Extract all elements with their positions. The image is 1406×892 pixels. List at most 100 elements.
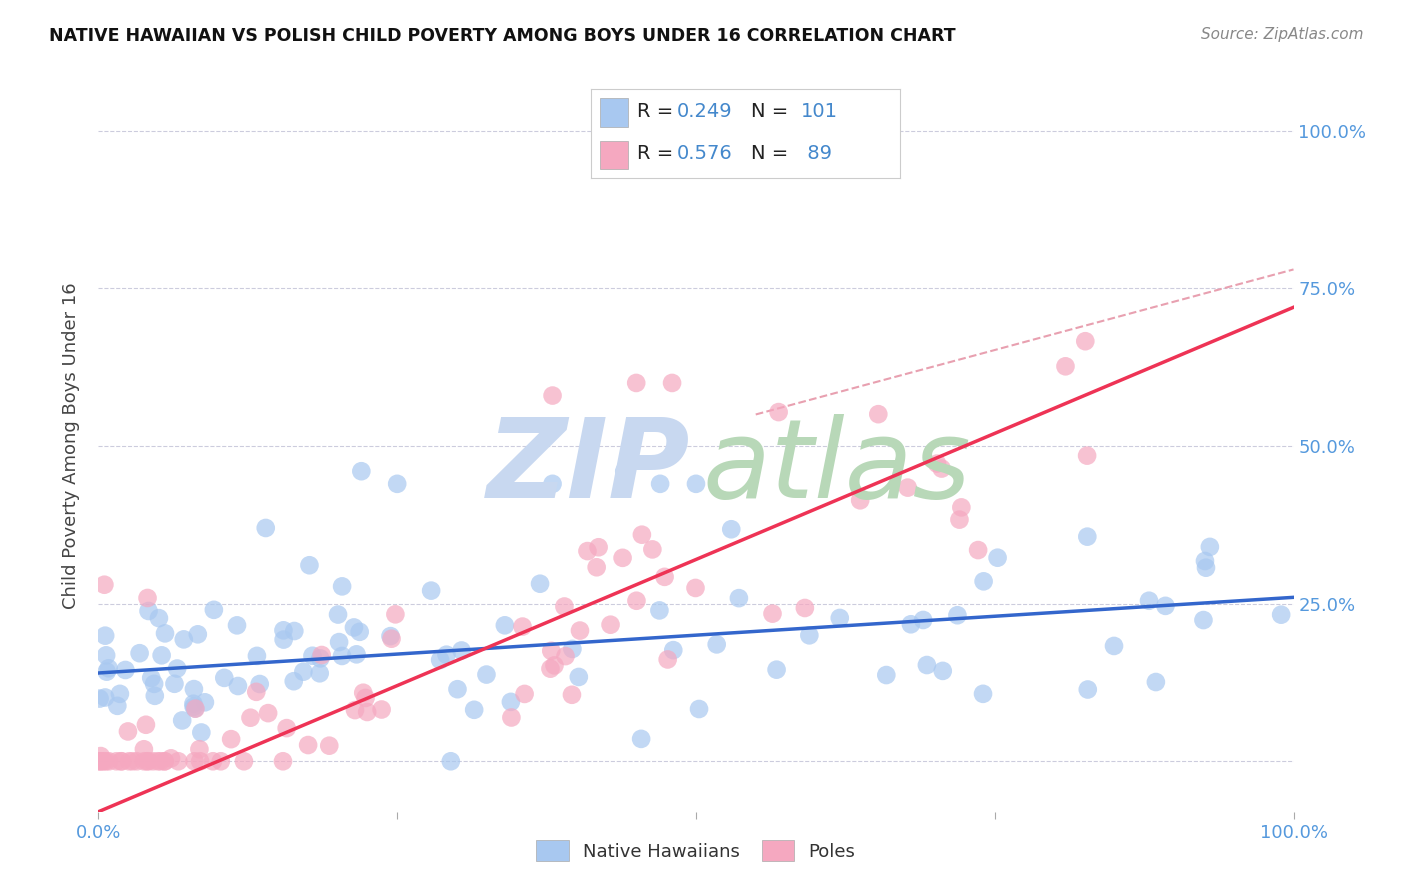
Point	[89, 691, 111, 706]
Point	[900, 617, 922, 632]
Point	[501, 710, 523, 724]
Point	[1074, 334, 1097, 349]
Point	[328, 635, 350, 649]
Point	[554, 649, 576, 664]
Point	[706, 637, 728, 651]
Point	[912, 613, 935, 627]
Point	[661, 376, 683, 390]
Point	[273, 632, 295, 647]
Point	[283, 674, 305, 689]
Point	[97, 661, 120, 675]
Point	[98, 754, 121, 768]
Point	[93, 578, 115, 592]
Point	[450, 643, 472, 657]
Point	[946, 608, 969, 623]
Point	[346, 648, 368, 662]
Point	[271, 754, 294, 768]
Point	[828, 611, 851, 625]
Legend: Native Hawaiians, Poles: Native Hawaiians, Poles	[529, 833, 863, 869]
Point	[309, 651, 332, 665]
Point	[350, 464, 373, 478]
Point	[173, 632, 195, 647]
Point	[132, 742, 155, 756]
Point	[512, 619, 534, 633]
Point	[150, 648, 173, 663]
Text: 89: 89	[801, 144, 832, 163]
Point	[233, 754, 256, 768]
Point	[1054, 359, 1077, 374]
Point	[160, 751, 183, 765]
Point	[765, 663, 787, 677]
Point	[143, 677, 166, 691]
Point	[187, 627, 209, 641]
Point	[349, 624, 371, 639]
Point	[612, 550, 634, 565]
Y-axis label: Child Poverty Among Boys Under 16: Child Poverty Among Boys Under 16	[62, 283, 80, 609]
Point	[87, 754, 110, 768]
Point	[648, 603, 671, 617]
Point	[138, 604, 160, 618]
Point	[163, 677, 186, 691]
Point	[875, 668, 897, 682]
Point	[183, 754, 205, 768]
Text: Source: ZipAtlas.com: Source: ZipAtlas.com	[1201, 27, 1364, 42]
Point	[1270, 607, 1292, 622]
Point	[118, 754, 141, 768]
Point	[184, 701, 207, 715]
Point	[105, 698, 128, 713]
Point	[184, 701, 207, 715]
Point	[380, 629, 402, 643]
Point	[728, 591, 751, 606]
Point	[446, 682, 468, 697]
Point	[576, 544, 599, 558]
Point	[626, 593, 648, 607]
Point	[1144, 675, 1167, 690]
Text: 101: 101	[801, 102, 838, 121]
Point	[352, 686, 374, 700]
Point	[973, 574, 995, 589]
Point	[868, 407, 890, 421]
Point	[720, 522, 742, 536]
Point	[214, 671, 236, 685]
Point	[343, 620, 366, 634]
Point	[654, 570, 676, 584]
Point	[987, 550, 1010, 565]
Point	[475, 667, 498, 681]
Point	[183, 699, 205, 714]
Point	[380, 632, 402, 646]
Point	[283, 624, 305, 638]
Point	[148, 611, 170, 625]
Point	[190, 725, 212, 739]
Point	[768, 405, 790, 419]
Point	[543, 658, 565, 673]
Point	[925, 457, 948, 471]
Point	[799, 628, 821, 642]
Point	[276, 721, 298, 735]
Point	[568, 670, 591, 684]
Point	[343, 703, 366, 717]
Point	[257, 706, 280, 720]
Point	[356, 705, 378, 719]
Point	[436, 648, 458, 662]
Point	[128, 646, 150, 660]
Point	[569, 624, 592, 638]
Point	[188, 742, 211, 756]
Point	[326, 607, 349, 622]
Point	[143, 689, 166, 703]
Point	[135, 754, 157, 768]
Bar	[600, 141, 627, 169]
Point	[793, 601, 815, 615]
Point	[657, 652, 679, 666]
Point	[117, 724, 139, 739]
Point	[688, 702, 710, 716]
Point	[153, 754, 176, 768]
Point	[114, 663, 136, 677]
Point	[541, 476, 564, 491]
Point	[301, 648, 323, 663]
Point	[132, 754, 155, 768]
Point	[541, 388, 564, 402]
Point	[494, 618, 516, 632]
Point	[1195, 560, 1218, 574]
Point	[125, 754, 148, 768]
Point	[1077, 682, 1099, 697]
